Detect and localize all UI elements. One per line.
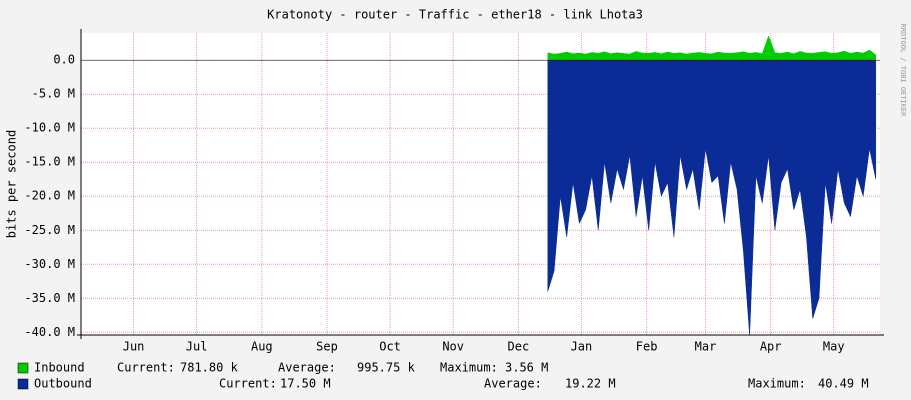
legend-stat-label: Current: (219, 377, 277, 391)
legend-stat-value: 19.22 M (565, 377, 616, 391)
x-tick-label: Nov (442, 340, 464, 354)
legend-swatch (17, 378, 29, 390)
y-tick-label: -10.0 M (24, 121, 75, 135)
legend-stat-label: Current: (117, 361, 175, 375)
legend-stat-label: Average: (278, 361, 336, 375)
y-tick-label: 0.0 (53, 53, 75, 67)
legend-stat-value: 40.49 M (818, 377, 869, 391)
legend-swatch (17, 362, 29, 374)
legend-stat-value: 3.56 M (505, 361, 548, 375)
y-tick-label: -20.0 M (24, 189, 75, 203)
y-tick-label: -15.0 M (24, 155, 75, 169)
y-tick-label: -5.0 M (32, 87, 75, 101)
y-tick-label: -35.0 M (24, 291, 75, 305)
x-tick-label: Aug (251, 340, 273, 354)
x-tick-label: Oct (379, 340, 401, 354)
x-tick-label: Feb (636, 340, 658, 354)
x-tick-label: Sep (316, 340, 338, 354)
legend-stat-value: 17.50 M (280, 377, 331, 391)
x-tick-label: May (823, 340, 845, 354)
legend-stat-value: 781.80 k (180, 361, 239, 375)
y-tick-label: -30.0 M (24, 257, 75, 271)
x-tick-label: Apr (760, 340, 782, 354)
area (547, 59, 877, 336)
legend-stat-label: Maximum: (748, 377, 806, 391)
legend-stat-label: Average: (484, 377, 542, 391)
legend-label: Outbound (34, 377, 92, 391)
legend-stat-label: Maximum: (440, 361, 498, 375)
y-tick-label: -25.0 M (24, 223, 75, 237)
x-tick-label: Dec (508, 340, 530, 354)
y-tick-label: -40.0 M (24, 325, 75, 339)
x-tick-label: Mar (695, 340, 717, 354)
watermark: RRDTOOL / TOBI OETIKER (899, 24, 907, 118)
chart-title: Kratonoty - router - Traffic - ether18 -… (267, 8, 643, 22)
x-tick-label: Jul (186, 340, 208, 354)
area (547, 35, 877, 61)
y-axis-label: bits per second (5, 130, 19, 238)
x-tick-label: Jun (123, 340, 145, 354)
x-tick-label: Jan (571, 340, 593, 354)
legend-label: Inbound (34, 361, 85, 375)
legend-stat-value: 995.75 k (357, 361, 416, 375)
